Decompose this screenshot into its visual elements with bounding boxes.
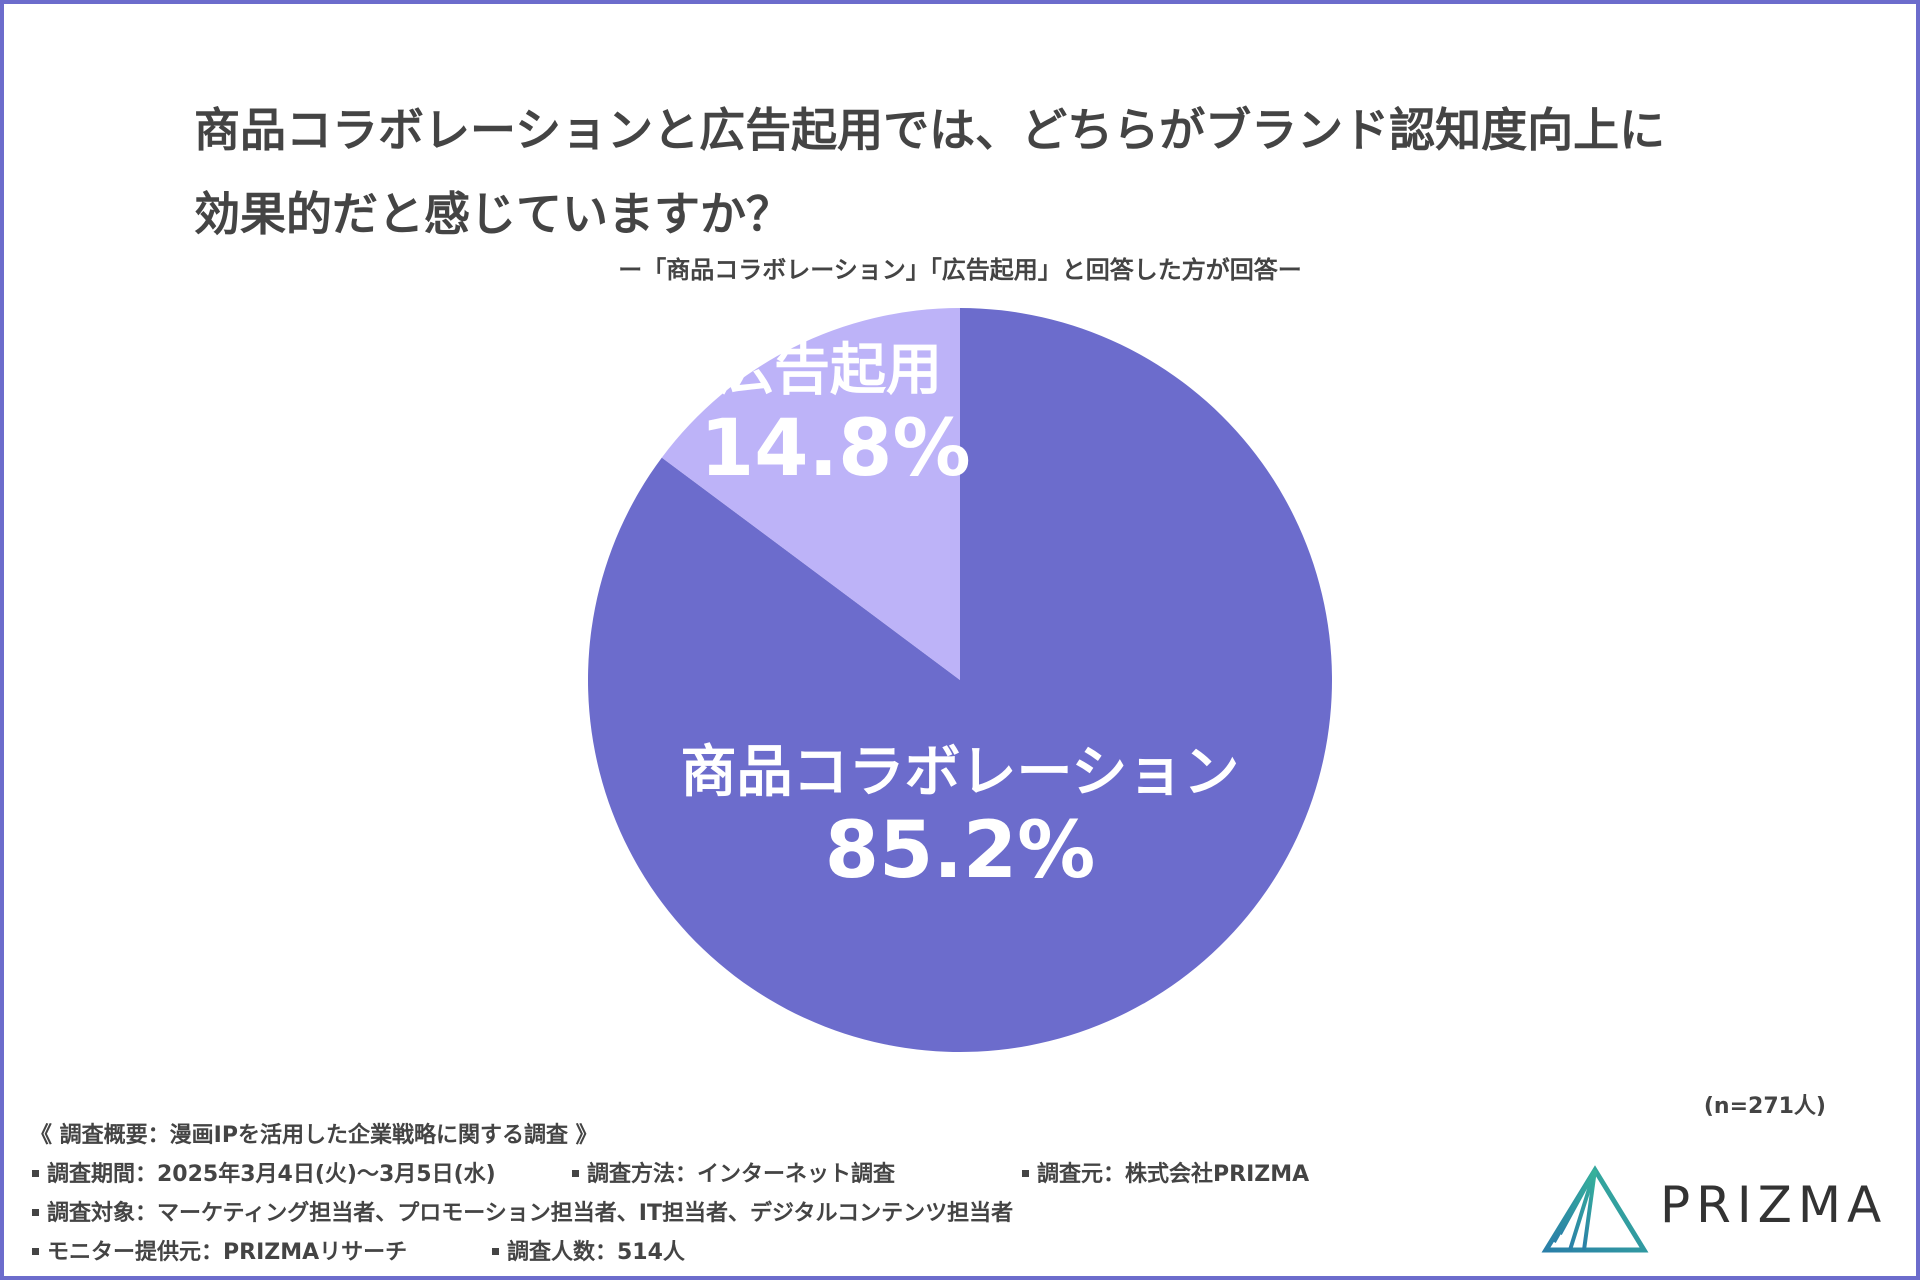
survey-row-2: 調査対象：マーケティング担当者、プロモーション担当者、IT担当者、デジタルコンテ…: [30, 1194, 1530, 1233]
survey-method: 調査方法：インターネット調査: [570, 1155, 1020, 1194]
bullet-icon: [32, 1170, 39, 1177]
pie-slice-ad: [661, 308, 960, 680]
bullet-icon: [572, 1170, 579, 1177]
slice-name-ad: 広告起用: [718, 338, 942, 403]
sample-size-note: (n=271人): [1703, 1094, 1826, 1119]
survey-provider: モニター提供元：PRIZMAリサーチ: [30, 1233, 490, 1272]
slice-label-ad: 広告起用 14.8%: [700, 338, 971, 494]
chart-title: 商品コラボレーションと広告起用では、どちらがブランド認知度向上に 効果的だと感じ…: [194, 88, 1834, 256]
prizma-logo: PRIZMA: [1540, 1164, 1910, 1254]
chart-subtitle: ー「商品コラボレーション」「広告起用」と回答した方が回答ー: [618, 256, 1302, 284]
title-line-2: 効果的だと感じていますか？: [194, 187, 792, 241]
bullet-icon: [492, 1248, 499, 1255]
slice-label-collab: 商品コラボレーション 85.2%: [660, 740, 1260, 896]
survey-overview: 《 調査概要：漫画IPを活用した企業戦略に関する調査 》 調査期間：2025年3…: [30, 1116, 1530, 1272]
survey-target: 調査対象：マーケティング担当者、プロモーション担当者、IT担当者、デジタルコンテ…: [30, 1194, 1013, 1233]
survey-respondents: 調査人数：514人: [490, 1233, 685, 1272]
survey-row-1: 調査期間：2025年3月4日(火)〜3月5日(水) 調査方法：インターネット調査…: [30, 1155, 1530, 1194]
prism-triangle-icon: [1541, 1165, 1649, 1253]
slice-value-ad: 14.8%: [700, 404, 971, 494]
title-line-1: 商品コラボレーションと広告起用では、どちらがブランド認知度向上に: [194, 103, 1666, 157]
survey-row-3: モニター提供元：PRIZMAリサーチ 調査人数：514人: [30, 1233, 1530, 1272]
bullet-icon: [1022, 1170, 1029, 1177]
slice-name-collab: 商品コラボレーション: [680, 740, 1240, 805]
logo-text: PRIZMA: [1660, 1176, 1888, 1234]
bullet-icon: [32, 1248, 39, 1255]
bullet-icon: [32, 1209, 39, 1216]
survey-period: 調査期間：2025年3月4日(火)〜3月5日(水): [30, 1155, 570, 1194]
survey-organizer: 調査元：株式会社PRIZMA: [1020, 1155, 1309, 1194]
slice-value-collab: 85.2%: [824, 806, 1096, 896]
survey-heading: 《 調査概要：漫画IPを活用した企業戦略に関する調査 》: [30, 1123, 598, 1148]
